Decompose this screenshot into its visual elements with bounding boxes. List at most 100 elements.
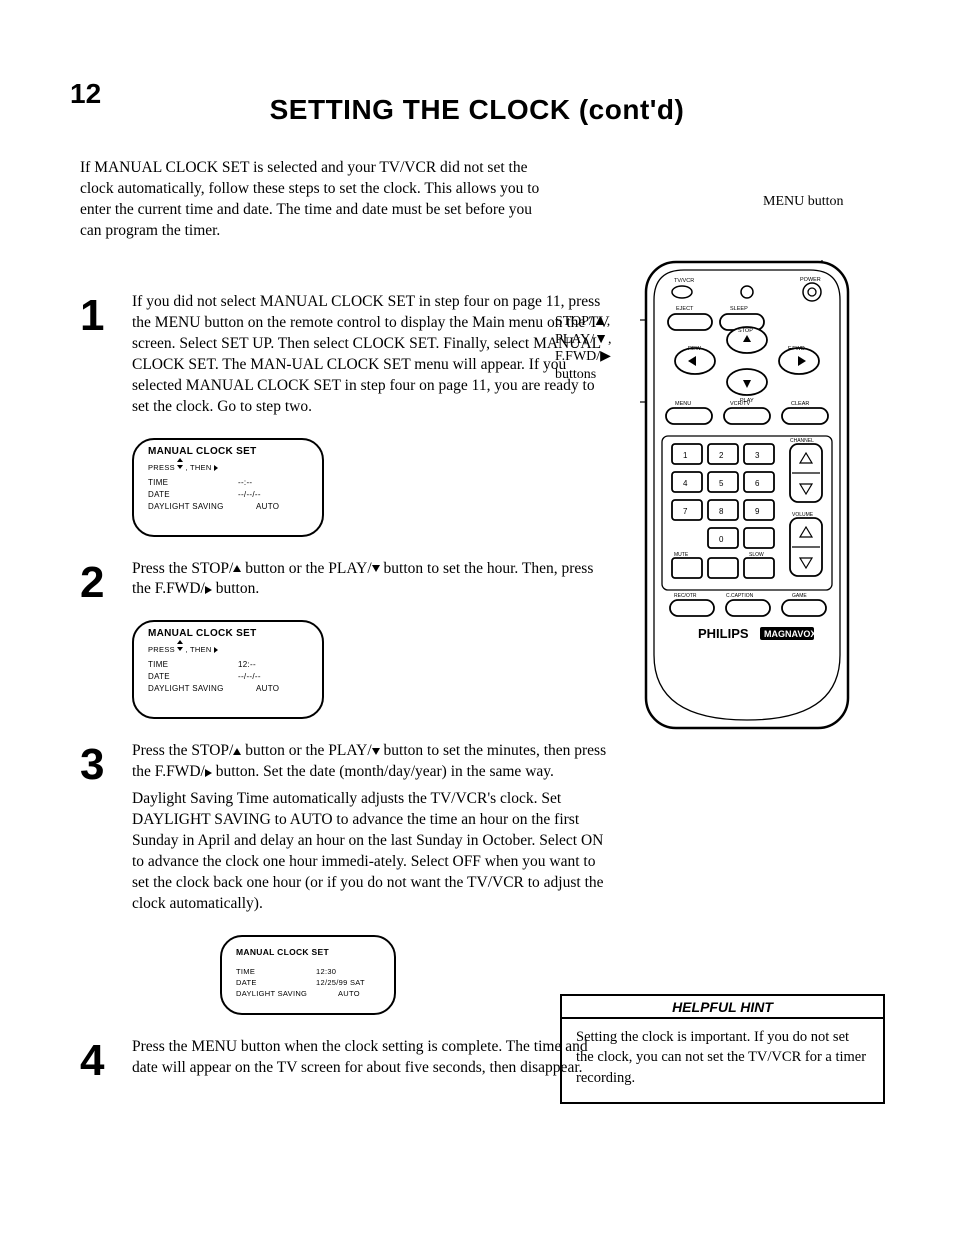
row-key: DAYLIGHT SAVING — [148, 502, 226, 511]
svg-text:0: 0 — [719, 535, 724, 544]
txt: button or the PLAY/ — [245, 560, 371, 577]
row-key: DAYLIGHT SAVING — [236, 989, 308, 998]
svg-text:MUTE: MUTE — [674, 552, 689, 558]
row-key: TIME — [148, 478, 208, 487]
row-val: 12:30 — [316, 967, 336, 976]
row-key: DAYLIGHT SAVING — [148, 684, 226, 693]
row-val: 12/25/99 SAT — [316, 978, 365, 987]
screen-row: TIME12:-- — [148, 660, 256, 669]
page-title: SETTING THE CLOCK (cont'd) — [0, 94, 954, 126]
sub-prefix: PRESS — [148, 463, 177, 472]
up-icon — [233, 748, 241, 755]
row-key: DATE — [148, 490, 208, 499]
txt: button. — [216, 580, 260, 597]
divider-dots: . . . . . . . . . . . . . . . . . . . . … — [80, 136, 874, 142]
svg-text:9: 9 — [755, 507, 760, 516]
svg-text:POWER: POWER — [800, 277, 821, 283]
row-val: --/--/-- — [238, 672, 261, 681]
step-3-line2: Daylight Saving Time automatically adjus… — [132, 789, 610, 915]
svg-text:REW: REW — [688, 346, 702, 352]
step-1-number: 1 — [80, 294, 104, 338]
txt: button or the PLAY/ — [245, 742, 371, 759]
down-icon — [372, 748, 380, 755]
menu-callout-label: MENU button — [763, 194, 903, 210]
brand-magnavox: MAGNAVOX — [764, 629, 816, 639]
svg-text:GAME: GAME — [792, 593, 807, 599]
updown-icon — [177, 460, 185, 470]
down-icon — [372, 565, 380, 572]
step-1-screen: MANUAL CLOCK SET PRESS , THEN TIME--:-- … — [132, 438, 324, 537]
svg-text:EJECT: EJECT — [676, 306, 694, 312]
screen-row: DATE --/--/-- — [148, 672, 261, 681]
svg-text:REC/OTR: REC/OTR — [674, 593, 697, 599]
dpad-callout-label: STOP/▲, PLAY/▼, F.FWD/▶ buttons — [555, 313, 645, 383]
row-key: DATE — [236, 978, 286, 987]
up-icon — [233, 565, 241, 572]
svg-text:SLEEP: SLEEP — [730, 306, 748, 312]
row-val: 12:-- — [238, 660, 256, 669]
svg-text:1: 1 — [683, 451, 688, 460]
sub-prefix: PRESS — [148, 645, 177, 654]
screen-row: TIME --:-- — [148, 478, 252, 487]
screen-title: MANUAL CLOCK SET — [148, 628, 257, 639]
svg-text:7: 7 — [683, 507, 688, 516]
svg-text:F.FWD: F.FWD — [788, 346, 805, 352]
screen-row: DAYLIGHT SAVING AUTO — [148, 502, 279, 511]
svg-text:4: 4 — [683, 479, 688, 488]
svg-text:3: 3 — [755, 451, 760, 460]
step-3-body: Press the STOP/ button or the PLAY/ butt… — [132, 741, 610, 914]
right-icon — [205, 769, 212, 777]
steps-column: 1 If you did not select MANUAL CLOCK SET… — [80, 292, 610, 1079]
brand-philips: PHILIPS — [698, 626, 749, 641]
screen-row: DATE--/--/-- — [148, 490, 261, 499]
hint-heading: HELPFUL HINT — [562, 996, 883, 1019]
hint-box: HELPFUL HINT Setting the clock is import… — [560, 994, 885, 1104]
step-3-line1: Press the STOP/ button or the PLAY/ butt… — [132, 741, 610, 783]
step-2-body: Press the STOP/ button or the PLAY/ butt… — [132, 559, 610, 601]
step-2: 2 Press the STOP/ button or the PLAY/ bu… — [80, 559, 610, 720]
row-val: AUTO — [256, 502, 279, 511]
step-3-number: 3 — [80, 743, 104, 787]
step-4: 4 Press the MENU button when the clock s… — [80, 1037, 610, 1079]
screen-subtitle: PRESS , THEN — [148, 642, 218, 654]
svg-text:2: 2 — [719, 451, 724, 460]
right-icon — [214, 647, 218, 653]
step-4-number: 4 — [80, 1039, 104, 1083]
row-key: DATE — [148, 672, 208, 681]
right-icon — [205, 586, 212, 594]
screen-title: MANUAL CLOCK SET — [236, 947, 329, 957]
updown-icon — [177, 642, 185, 652]
sub-suffix: , THEN — [185, 645, 214, 654]
screen-subtitle: PRESS , THEN — [148, 460, 218, 472]
screen-row: DAYLIGHT SAVINGAUTO — [236, 989, 360, 998]
svg-text:VOLUME: VOLUME — [792, 512, 814, 518]
svg-text:8: 8 — [719, 507, 724, 516]
right-icon — [214, 465, 218, 471]
step-3-screen: MANUAL CLOCK SET TIME 12:30 DATE 12/25/99 … — [220, 935, 396, 1015]
step-1-body: If you did not select MANUAL CLOCK SET i… — [132, 292, 610, 418]
txt: Press the STOP/ — [132, 560, 233, 577]
txt: button. Set the date (month/day/year) in… — [216, 763, 554, 780]
svg-text:C.CAPTION: C.CAPTION — [726, 593, 754, 599]
manual-page: 1 2 SETTING THE CLOCK (cont'd) . . . . . … — [0, 0, 954, 1235]
screen-row: DATE 12/25/99 SAT — [236, 978, 365, 987]
intro-paragraph: If MANUAL CLOCK SET is selected and your… — [80, 158, 550, 242]
svg-text:CLEAR: CLEAR — [791, 401, 809, 407]
step-2-screen: MANUAL CLOCK SET PRESS , THEN TIME12:-- … — [132, 620, 324, 719]
step-1: 1 If you did not select MANUAL CLOCK SET… — [80, 292, 610, 537]
svg-text:5: 5 — [719, 479, 724, 488]
svg-text:MENU: MENU — [675, 401, 691, 407]
row-val: --:-- — [238, 478, 252, 487]
screen-row: DAYLIGHT SAVING AUTO — [148, 684, 279, 693]
row-val: AUTO — [256, 684, 279, 693]
svg-text:STOP: STOP — [738, 328, 753, 334]
row-key: TIME — [236, 967, 286, 976]
hint-body: Setting the clock is important. If you d… — [562, 1019, 883, 1088]
step-4-body: Press the MENU button when the clock set… — [132, 1037, 610, 1079]
svg-text:VCR/TV: VCR/TV — [730, 401, 751, 407]
step-3: 3 Press the STOP/ button or the PLAY/ bu… — [80, 741, 610, 1014]
step-2-number: 2 — [80, 561, 104, 605]
remote-illustration: TV/VCR POWER EJECT SLEEP STOP PLAY REW F… — [640, 260, 854, 730]
svg-text:CHANNEL: CHANNEL — [790, 438, 814, 444]
svg-text:SLOW: SLOW — [749, 552, 764, 558]
